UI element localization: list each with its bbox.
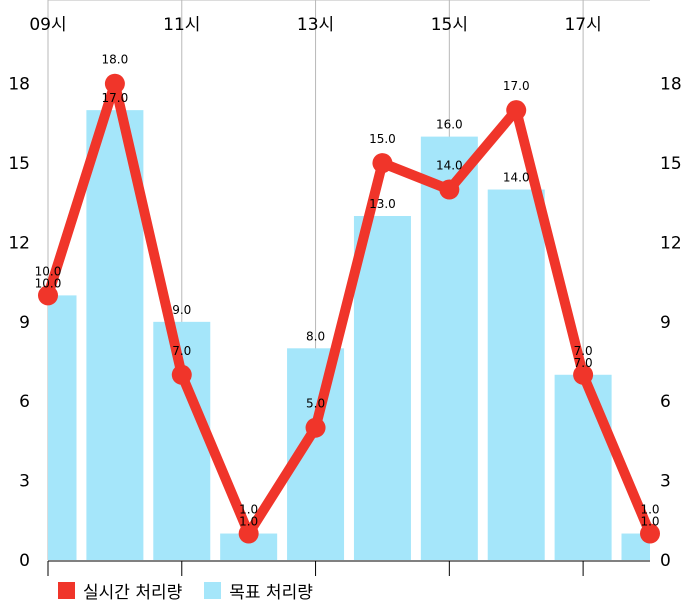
line-value-label: 15.0 [369, 132, 396, 146]
bar-value-label: 14.0 [503, 171, 530, 185]
data-labels: 10.0 17.0 9.0 1.0 8.0 13.0 16.0 14.0 7.0 1.0 10.0 1… [35, 53, 660, 529]
line-value-label: 1.0 [239, 503, 258, 517]
line-value-label: 18.0 [102, 53, 129, 67]
axes: 0 0 3 3 6 6 9 9 12 12 15 15 18 18 09시 11시 13시 15시 17시 [8, 15, 682, 576]
y-tick-label-left: 15 [8, 154, 30, 174]
line-value-label: 1.0 [640, 503, 659, 517]
x-tick-label: 15시 [431, 15, 468, 35]
y-tick-label-left: 18 [8, 75, 30, 95]
y-tick-label-right: 12 [660, 233, 682, 253]
bar-value-label: 7.0 [574, 356, 593, 370]
legend-label-target: 목표 처리량 [229, 583, 313, 603]
bar [487, 189, 545, 561]
bar [420, 136, 478, 560]
bar-value-label: 1.0 [640, 515, 659, 529]
bar-value-label: 1.0 [239, 515, 258, 529]
legend-label-realtime: 실시간 처리량 [83, 583, 183, 603]
line-point [305, 417, 326, 438]
y-tick-label-left: 12 [8, 233, 30, 253]
x-tick-label: 17시 [564, 15, 601, 35]
line-path [43, 78, 655, 539]
legend: 실시간 처리량 목표 처리량 [58, 578, 335, 603]
y-tick-label-right: 3 [660, 472, 671, 492]
line-point [372, 153, 393, 174]
line-value-label: 10.0 [35, 264, 62, 278]
bar-value-label: 16.0 [436, 118, 463, 132]
x-tick-label: 13시 [297, 15, 334, 35]
y-tick-label-left: 9 [19, 313, 30, 333]
y-tick-label-right: 6 [660, 392, 671, 412]
line-value-label: 7.0 [172, 344, 191, 358]
line-point [506, 100, 527, 121]
line-point [104, 73, 125, 94]
y-tick-label-right: 15 [660, 154, 682, 174]
line-point [171, 364, 192, 385]
y-tick-label-right: 18 [660, 75, 682, 95]
y-tick-label-left: 6 [19, 392, 30, 412]
bar-value-label: 9.0 [172, 303, 191, 317]
x-tick-label: 09시 [29, 15, 66, 35]
line-point [439, 179, 460, 200]
legend-swatch-target [204, 582, 222, 599]
bar-value-label: 8.0 [306, 329, 325, 343]
bar-value-label: 13.0 [369, 197, 396, 211]
line-point [38, 285, 58, 306]
bar [353, 216, 411, 560]
legend-item-target[interactable]: 목표 처리량 [204, 578, 313, 603]
bar-value-label: 10.0 [35, 276, 62, 290]
line-value-label: 7.0 [574, 344, 593, 358]
line-value-label: 14.0 [436, 159, 463, 173]
legend-item-realtime[interactable]: 실시간 처리량 [58, 578, 182, 603]
line-point [238, 523, 259, 544]
line-value-label: 17.0 [503, 79, 530, 93]
line-point [640, 523, 660, 544]
bar-value-label: 17.0 [102, 91, 129, 105]
line-point [573, 364, 594, 385]
x-tick-label: 11시 [163, 15, 200, 35]
line-series [38, 73, 660, 544]
y-tick-label-right: 0 [660, 551, 671, 571]
y-tick-label-left: 0 [19, 551, 30, 571]
line-value-label: 5.0 [306, 397, 325, 411]
bar [48, 295, 77, 560]
y-tick-label-right: 9 [660, 313, 671, 333]
bar [554, 374, 612, 560]
legend-swatch-realtime [58, 582, 75, 599]
y-tick-label-left: 3 [19, 472, 30, 492]
